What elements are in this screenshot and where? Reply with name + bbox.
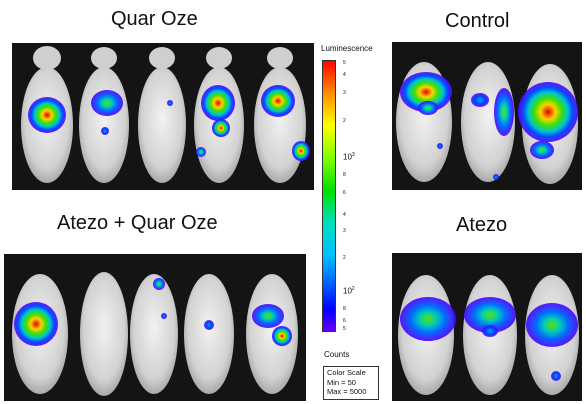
mouse-1 (21, 46, 73, 183)
group-title-atezo-quar-oze: Atezo + Quar Oze (57, 212, 218, 234)
decade-high-base: 10 (343, 152, 352, 162)
mouse-3 (525, 275, 579, 395)
legend-title: Color Scale (327, 368, 366, 377)
image-atezo-quar-oze (4, 254, 306, 401)
tick-mid-5: 2 (343, 255, 346, 261)
image-atezo (392, 253, 582, 401)
legend-max: Max = 5000 (327, 387, 367, 396)
mouse-3 (130, 274, 178, 394)
mouse-1 (396, 62, 452, 182)
group-title-quar-oze: Quar Oze (111, 8, 198, 30)
mouse-3 (138, 47, 186, 183)
color-scale-legend: Color Scale Min = 50 Max = 5000 (323, 366, 379, 400)
image-quar-oze (12, 43, 314, 190)
mouse-5 (246, 274, 298, 394)
decade-low-exp: 2 (351, 286, 355, 292)
tick-mid-2: 6 (343, 190, 346, 196)
tick-decade-high: 103 (343, 152, 355, 162)
color-scale-bar (322, 60, 336, 332)
tick-low-1: 8 (343, 306, 346, 312)
image-control (392, 42, 582, 190)
group-title-control: Control (445, 10, 510, 32)
tick-upper-1: 4 (343, 72, 346, 78)
tick-upper-2: 3 (343, 90, 346, 96)
legend-min: Min = 50 (327, 377, 356, 387)
mouse-2 (463, 275, 517, 395)
tick-upper-3: 2 (343, 118, 346, 124)
mouse-4 (184, 274, 234, 394)
mouse-5 (254, 47, 310, 183)
tick-mid-4: 3 (343, 228, 346, 234)
group-title-atezo: Atezo (456, 214, 508, 236)
mouse-3 (518, 64, 578, 184)
mouse-4 (194, 47, 244, 183)
tick-mid-1: 8 (343, 172, 346, 178)
mouse-2 (461, 62, 515, 182)
scale-units: Counts (324, 350, 350, 359)
tick-decade-low: 102 (343, 286, 355, 296)
mouse-1 (398, 275, 456, 395)
tick-low-2: 6 (343, 318, 346, 324)
mouse-2 (79, 47, 129, 183)
scale-title: Luminescence (321, 44, 373, 53)
decade-low-base: 10 (343, 286, 352, 296)
mouse-2 (80, 272, 128, 396)
mouse-1 (12, 274, 68, 394)
tick-bottom: 5 (343, 326, 346, 332)
tick-mid-3: 4 (343, 212, 346, 218)
decade-high-exp: 3 (351, 152, 355, 158)
tick-top: 5 (343, 60, 346, 66)
